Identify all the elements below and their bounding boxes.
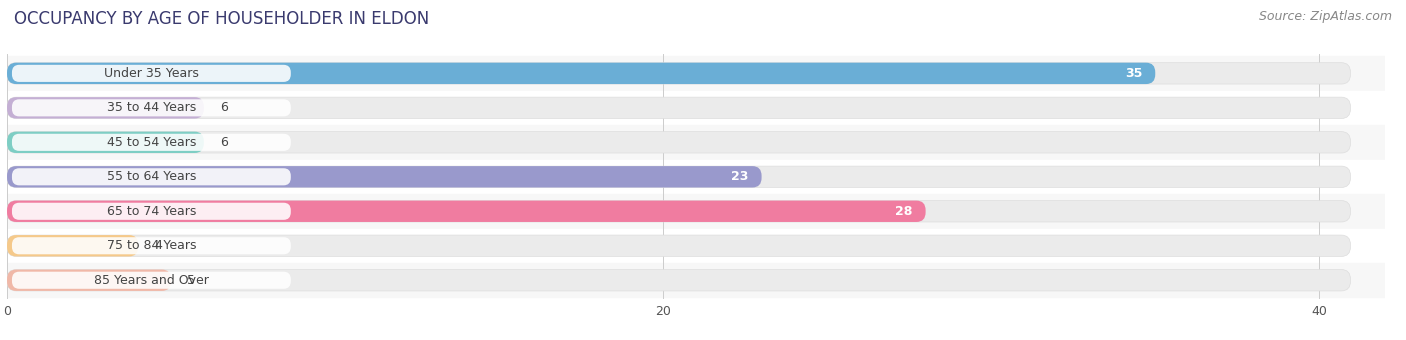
FancyBboxPatch shape xyxy=(7,63,1156,84)
Text: 55 to 64 Years: 55 to 64 Years xyxy=(107,170,195,183)
FancyBboxPatch shape xyxy=(7,166,1350,187)
Bar xyxy=(7,159,1385,194)
Text: 28: 28 xyxy=(896,205,912,218)
FancyBboxPatch shape xyxy=(7,63,1350,84)
FancyBboxPatch shape xyxy=(11,65,291,82)
FancyBboxPatch shape xyxy=(7,270,1350,291)
FancyBboxPatch shape xyxy=(7,132,1350,153)
Bar xyxy=(7,194,1385,228)
FancyBboxPatch shape xyxy=(7,235,138,256)
Text: 4: 4 xyxy=(155,239,163,252)
FancyBboxPatch shape xyxy=(7,132,204,153)
Text: 6: 6 xyxy=(221,101,228,114)
Text: 45 to 54 Years: 45 to 54 Years xyxy=(107,136,195,149)
Text: 35: 35 xyxy=(1125,67,1142,80)
Bar xyxy=(7,90,1385,125)
Text: 23: 23 xyxy=(731,170,748,183)
Text: OCCUPANCY BY AGE OF HOUSEHOLDER IN ELDON: OCCUPANCY BY AGE OF HOUSEHOLDER IN ELDON xyxy=(14,10,429,28)
Bar xyxy=(7,263,1385,298)
Text: 85 Years and Over: 85 Years and Over xyxy=(94,274,209,287)
Text: Source: ZipAtlas.com: Source: ZipAtlas.com xyxy=(1258,10,1392,23)
FancyBboxPatch shape xyxy=(11,168,291,185)
Bar xyxy=(7,125,1385,159)
FancyBboxPatch shape xyxy=(11,237,291,254)
Text: 6: 6 xyxy=(221,136,228,149)
FancyBboxPatch shape xyxy=(7,166,762,187)
FancyBboxPatch shape xyxy=(11,134,291,151)
FancyBboxPatch shape xyxy=(7,201,1350,222)
FancyBboxPatch shape xyxy=(11,203,291,220)
Text: 65 to 74 Years: 65 to 74 Years xyxy=(107,205,195,218)
Text: 75 to 84 Years: 75 to 84 Years xyxy=(107,239,195,252)
Bar xyxy=(7,56,1385,90)
FancyBboxPatch shape xyxy=(7,270,172,291)
FancyBboxPatch shape xyxy=(7,201,925,222)
FancyBboxPatch shape xyxy=(7,97,204,119)
Text: 35 to 44 Years: 35 to 44 Years xyxy=(107,101,195,114)
FancyBboxPatch shape xyxy=(11,272,291,289)
FancyBboxPatch shape xyxy=(7,97,1350,119)
FancyBboxPatch shape xyxy=(11,99,291,116)
Text: 5: 5 xyxy=(187,274,195,287)
FancyBboxPatch shape xyxy=(7,235,1350,256)
Bar xyxy=(7,228,1385,263)
Text: Under 35 Years: Under 35 Years xyxy=(104,67,198,80)
